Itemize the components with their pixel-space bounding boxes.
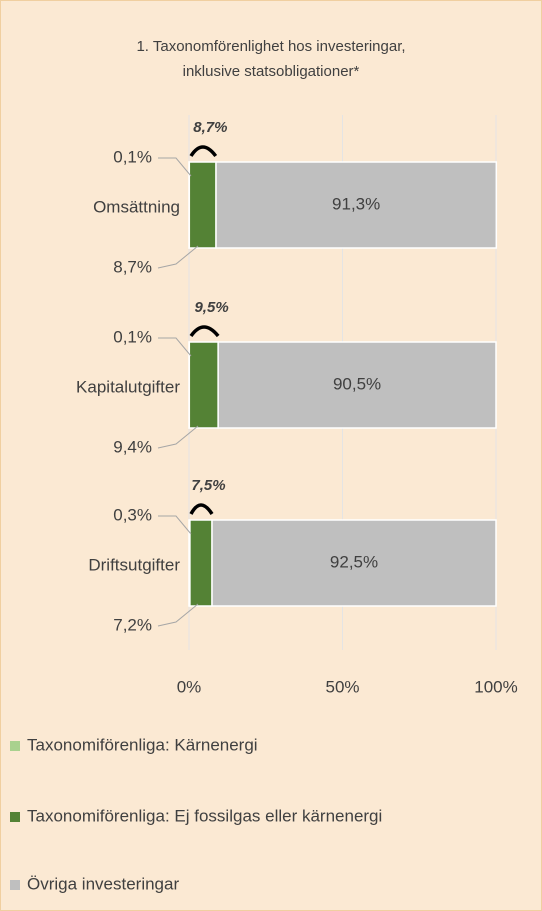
legend-label: Taxonomiförenliga: Ej fossilgas eller kä… (27, 806, 382, 825)
annotation: 7,5% (191, 477, 225, 494)
value-label: 0,1% (113, 327, 152, 346)
value-label: 92,5% (330, 552, 378, 571)
chart-title: 1. Taxonomförenlighet hos investeringar, (136, 38, 405, 55)
legend-swatch (10, 741, 20, 751)
x-tick-label: 50% (325, 677, 359, 696)
leader-line (157, 245, 199, 269)
category-label: Driftsutgifter (88, 555, 180, 574)
value-label: 9,4% (113, 437, 152, 456)
value-label: 91,3% (332, 194, 380, 213)
bar (188, 341, 219, 429)
value-label: 8,7% (113, 257, 152, 276)
bar (217, 341, 497, 429)
category-label: Omsättning (93, 197, 180, 216)
chart-title: inklusive statsobligationer* (183, 63, 360, 80)
brace (189, 325, 220, 338)
leader-line (157, 425, 199, 449)
value-label: 7,2% (113, 615, 152, 634)
bar (211, 519, 497, 607)
leader-line (158, 515, 192, 535)
bar (189, 519, 213, 607)
annotation: 9,5% (194, 299, 228, 316)
x-tick-label: 100% (474, 677, 517, 696)
legend-swatch (10, 880, 20, 890)
leader-line (157, 603, 199, 627)
bar (215, 161, 498, 249)
brace (189, 503, 214, 515)
bar (188, 161, 217, 249)
legend-label: Taxonomiförenliga: Kärnenergi (27, 735, 258, 754)
value-label: 0,1% (113, 147, 152, 166)
value-label: 0,3% (113, 505, 152, 524)
category-label: Kapitalutgifter (76, 377, 180, 396)
legend-label: Övriga investeringar (27, 874, 179, 893)
legend-swatch (10, 812, 20, 822)
value-label: 90,5% (333, 374, 381, 393)
x-tick-label: 0% (177, 677, 202, 696)
annotation: 8,7% (193, 119, 227, 136)
leader-line (158, 337, 192, 357)
brace (189, 145, 218, 158)
leader-line (158, 157, 192, 177)
